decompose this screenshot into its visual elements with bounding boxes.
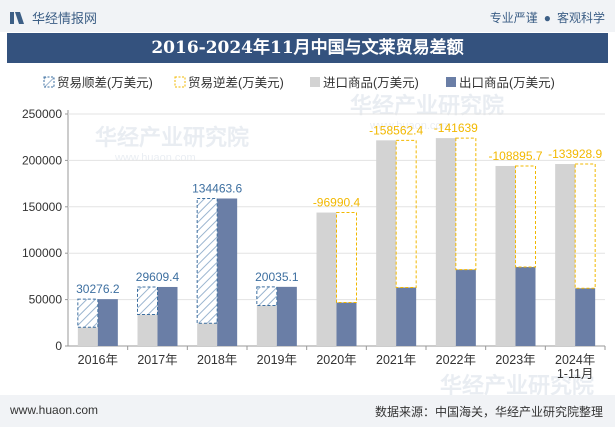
surplus-bar <box>196 197 218 324</box>
surplus-bar <box>77 298 99 328</box>
import-bar <box>137 314 158 346</box>
y-tick-label: 150000 <box>22 200 62 214</box>
surplus-bar <box>137 286 158 315</box>
watermark-url: www.huaon.com <box>114 152 196 164</box>
bars-layer <box>77 137 596 346</box>
surplus-data-label: 30276.2 <box>76 282 120 296</box>
export-bar <box>455 269 476 346</box>
x-tick-label: 2019年 <box>257 353 297 367</box>
x-tick-label-line: 2020年 <box>316 353 356 367</box>
legend: 贸易顺差(万美元) 贸易逆差(万美元) 进口商品(万美元) 出口商品(万美元) <box>43 75 555 90</box>
x-tick-label: 2016年 <box>78 353 118 367</box>
deficit-bar <box>336 212 357 304</box>
watermark-layer: 华经产业研究院www.huaon.com华经产业研究院www.huaon.com… <box>95 93 594 395</box>
legend-surplus-swatch <box>43 76 55 88</box>
labels-layer: 30276.2 29609.4 134463.6 20035.1 -96990.4 -15… <box>76 121 602 296</box>
x-tick-label: 2021年 <box>376 353 416 367</box>
brand-name: 华经情报网 <box>32 11 98 26</box>
y-tick-label: 0 <box>55 339 62 353</box>
watermark-url: www.huaon.com <box>369 120 451 132</box>
deficit-data-label: -158562.4 <box>369 123 423 137</box>
export-bar <box>276 286 297 346</box>
footer-website: www.huaon.com <box>10 403 99 417</box>
x-tick-label-line: 2024年 <box>555 353 595 367</box>
legend-deficit-swatch <box>174 76 186 88</box>
x-tick-label-line: 2017年 <box>137 353 177 367</box>
surplus-data-label: 20035.1 <box>255 270 299 284</box>
x-tick-label-line: 2021年 <box>376 353 416 367</box>
surplus-data-label: 29609.4 <box>136 270 180 284</box>
import-bar <box>77 327 98 346</box>
x-tick-label: 2022年 <box>436 353 476 367</box>
legend-label: 贸易顺差(万美元) <box>57 76 153 90</box>
x-tick-label: 2018年 <box>197 353 237 367</box>
legend-label: 出口商品(万美元) <box>459 75 555 90</box>
legend-export-swatch <box>446 77 456 87</box>
watermark-text: 华经产业研究院 <box>440 373 594 395</box>
legend-label: 贸易逆差(万美元) <box>188 75 284 90</box>
import-bar <box>435 138 456 346</box>
watermark-text: 华经产业研究院 <box>95 125 249 151</box>
brand: 华经情报网 <box>10 8 97 27</box>
watermark-text: 华经产业研究院 <box>350 93 504 119</box>
y-tick-label: 250000 <box>22 107 62 121</box>
chart-title: 2016-2024年11月中国与文莱贸易差额 <box>7 33 608 63</box>
deficit-data-label: -108895.7 <box>488 149 542 163</box>
bottom-bar: www.huaon.com 数据来源：中国海关，华经产业研究院整理 <box>0 395 615 427</box>
surplus-data-label: 134463.6 <box>192 181 242 195</box>
export-bar <box>515 267 536 346</box>
import-bar <box>197 323 218 346</box>
y-tick-label: 50000 <box>29 293 63 307</box>
x-tick-label-line: 2018年 <box>197 353 237 367</box>
export-bar <box>396 287 417 346</box>
deficit-bar <box>395 139 417 289</box>
huajing-logo-icon <box>10 11 24 24</box>
import-bar <box>376 140 397 346</box>
deficit-data-label: -133928.9 <box>548 147 602 161</box>
slogan: 专业严谨 ● 客观科学 <box>490 9 605 26</box>
deficit-bar <box>515 165 536 268</box>
y-tick-label: 100000 <box>22 246 62 260</box>
deficit-bar <box>455 137 477 271</box>
export-bar <box>575 288 596 346</box>
deficit-data-label: -141639 <box>434 121 478 135</box>
top-bar: 华经情报网 专业严谨 ● 客观科学 <box>0 0 615 32</box>
x-tick-label: 2024年 1-11月 <box>555 353 595 381</box>
surplus-bar <box>256 286 278 306</box>
export-bar <box>217 198 238 346</box>
import-bar <box>555 164 576 346</box>
x-tick-label-line: 2023年 <box>495 353 535 367</box>
x-tick-label-line: 2022年 <box>436 353 476 367</box>
footer-source: 数据来源：中国海关，华经产业研究院整理 <box>374 405 603 419</box>
legend-label: 进口商品(万美元) <box>323 75 419 90</box>
chart-canvas: 华经产业研究院www.huaon.com华经产业研究院www.huaon.com… <box>22 75 606 395</box>
import-bar <box>316 212 337 346</box>
export-bar <box>97 299 118 346</box>
x-tick-label-line: 2019年 <box>257 353 297 367</box>
slogan-separator: ● <box>543 11 551 25</box>
slogan-1: 专业严谨 <box>489 11 538 25</box>
y-tick-label: 200000 <box>22 153 62 167</box>
x-tick-label-line: 1-11月 <box>557 367 594 381</box>
deficit-data-label: -96990.4 <box>313 196 361 210</box>
legend-import-swatch <box>310 77 320 87</box>
import-bar <box>256 305 277 346</box>
x-tick-label: 2023年 <box>495 353 535 367</box>
x-tick-label-line: 2016年 <box>78 353 118 367</box>
x-tick-label: 2020年 <box>316 353 356 367</box>
import-bar <box>495 165 516 346</box>
x-tick-label: 2017年 <box>137 353 177 367</box>
export-bar <box>336 302 357 346</box>
slogan-2: 客观科学 <box>556 11 605 25</box>
deficit-bar <box>574 163 596 289</box>
export-bar <box>157 286 178 346</box>
